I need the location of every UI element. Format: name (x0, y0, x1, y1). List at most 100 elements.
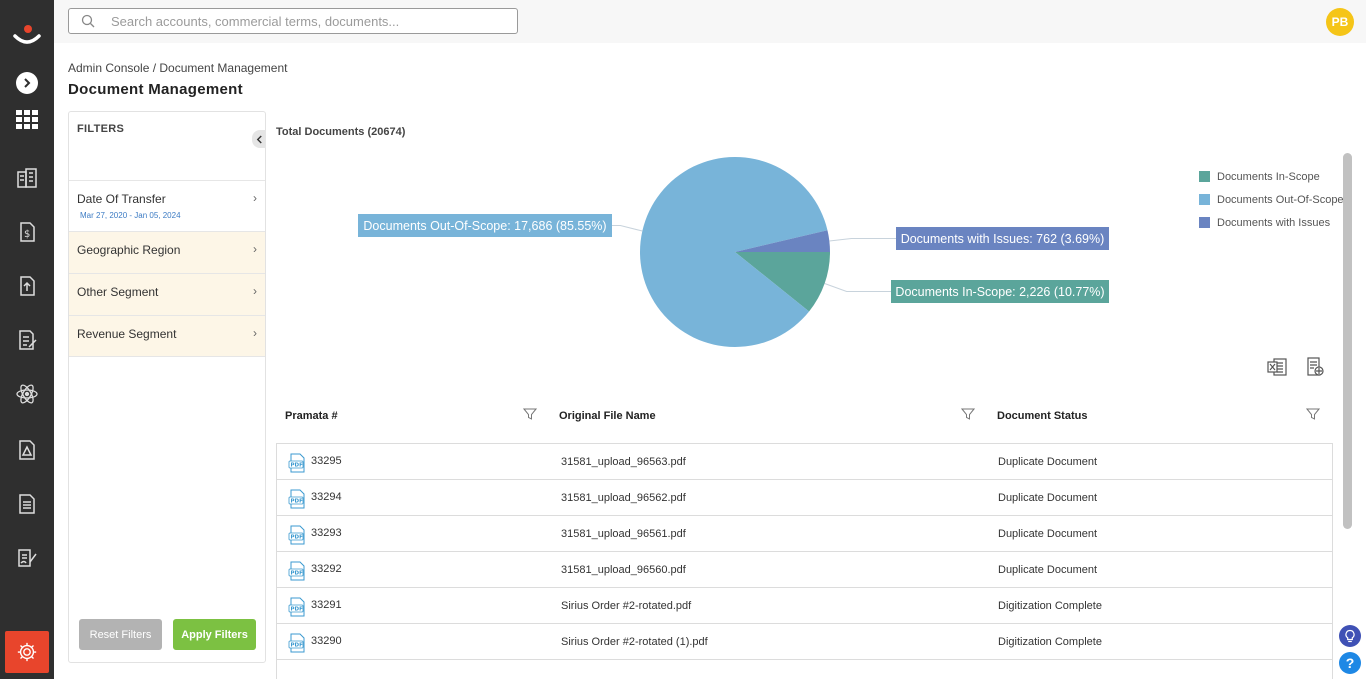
app-logo-icon[interactable] (11, 24, 43, 46)
legend-item-issues[interactable]: Documents with Issues (1199, 211, 1344, 234)
pdf-file-icon: PDF (288, 597, 305, 617)
filter-label: Revenue Segment (77, 327, 177, 341)
column-header-file-name[interactable]: Original File Name (559, 410, 656, 422)
cell-file-name: 31581_upload_96562.pdf (561, 492, 686, 504)
table-toolbar (1266, 356, 1326, 378)
data-label-box (896, 227, 1109, 250)
sign-document-icon[interactable] (13, 544, 41, 572)
cell-pramata-id[interactable]: 33294 (311, 491, 342, 503)
filter-other-segment[interactable]: Other Segment › (69, 273, 265, 315)
apps-grid-icon[interactable] (13, 106, 41, 134)
filter-label: Geographic Region (77, 243, 181, 257)
table-row[interactable]: PDF 33292 31581_upload_96560.pdf Duplica… (277, 552, 1332, 588)
legend-label: Documents Out-Of-Scope (1217, 193, 1344, 206)
documents-pie-chart: Documents In-Scope: 2,226 (10.77%) Docume… (358, 156, 1109, 347)
search-icon (81, 14, 95, 28)
admin-settings-icon[interactable] (5, 631, 49, 673)
lightbulb-icon[interactable] (1339, 625, 1361, 647)
table-row[interactable]: PDF 33295 31581_upload_96563.pdf Duplica… (277, 444, 1332, 480)
filter-geographic-region[interactable]: Geographic Region › (69, 231, 265, 273)
pie-slice-documents-out-of-scope[interactable] (640, 156, 828, 347)
filter-label: Other Segment (77, 285, 159, 299)
legend-label: Documents with Issues (1217, 216, 1331, 229)
legend-swatch (1199, 217, 1210, 228)
chevron-right-icon: › (253, 191, 257, 205)
filter-revenue-segment[interactable]: Revenue Segment › (69, 315, 265, 357)
left-rail: $ (0, 0, 54, 679)
svg-text:PDF: PDF (291, 571, 304, 577)
filters-title: FILTERS (77, 123, 125, 135)
cell-pramata-id[interactable]: 33291 (311, 599, 342, 611)
help-icon[interactable]: ? (1339, 652, 1361, 674)
table-row[interactable]: PDF 33293 31581_upload_96561.pdf Duplica… (277, 516, 1332, 552)
filter-label: Date Of Transfer (77, 192, 166, 206)
pie-slice-documents-in-scope[interactable] (735, 252, 830, 312)
report-document-icon[interactable] (13, 490, 41, 518)
cell-pramata-id[interactable]: 33295 (311, 455, 342, 467)
collapse-filters-icon[interactable] (252, 130, 266, 148)
cell-pramata-id[interactable]: 33293 (311, 527, 342, 539)
contract-dollar-icon[interactable]: $ (13, 218, 41, 246)
pdf-file-icon: PDF (288, 525, 305, 545)
label-leader-line (612, 225, 643, 232)
table-header: Pramata # Original File Name Document St… (276, 400, 1333, 430)
user-avatar[interactable]: PB (1326, 8, 1354, 36)
top-bar: PB (54, 0, 1366, 43)
column-header-document-status[interactable]: Document Status (997, 410, 1088, 422)
filter-funnel-icon[interactable] (523, 407, 537, 421)
vertical-scrollbar[interactable] (1343, 153, 1352, 529)
search-box (68, 8, 518, 34)
cell-document-status: Duplicate Document (998, 456, 1098, 468)
cell-document-status: Duplicate Document (998, 564, 1098, 576)
filter-date-of-transfer[interactable]: Date Of Transfer › Mar 27, 2020 - Jan 05… (69, 180, 265, 230)
cell-file-name: 31581_upload_96563.pdf (561, 456, 686, 468)
search-input[interactable] (111, 12, 511, 30)
svg-text:PDF: PDF (291, 463, 304, 469)
upload-document-icon[interactable] (13, 272, 41, 300)
buildings-icon[interactable] (13, 164, 41, 192)
chart-title: Total Documents (20674) (276, 126, 406, 138)
pdf-file-icon: PDF (288, 561, 305, 581)
legend-swatch (1199, 194, 1210, 205)
data-label: Documents In-Scope: 2,226 (10.77%) (895, 285, 1104, 299)
cell-document-status: Duplicate Document (998, 528, 1098, 540)
pdf-file-icon: PDF (288, 633, 305, 653)
svg-text:PDF: PDF (291, 535, 304, 541)
reset-filters-button[interactable]: Reset Filters (79, 619, 162, 650)
table-row[interactable]: PDF 33290 Sirius Order #2-rotated (1).pd… (277, 624, 1332, 660)
table-row[interactable]: PDF 33291 Sirius Order #2-rotated.pdf Di… (277, 588, 1332, 624)
pdf-file-icon: PDF (288, 453, 305, 473)
cell-file-name: 31581_upload_96560.pdf (561, 564, 686, 576)
alert-document-icon[interactable] (13, 436, 41, 464)
legend-item-in-scope[interactable]: Documents In-Scope (1199, 165, 1344, 188)
chart-legend: Documents In-Scope Documents Out-Of-Scop… (1199, 165, 1344, 234)
cell-pramata-id[interactable]: 33290 (311, 635, 342, 647)
apply-filters-button[interactable]: Apply Filters (173, 619, 256, 650)
pie-slice-documents-with-issues[interactable] (735, 230, 830, 252)
cell-file-name: Sirius Order #2-rotated (1).pdf (561, 636, 708, 648)
expand-nav-icon[interactable] (16, 72, 38, 94)
legend-item-out-of-scope[interactable]: Documents Out-Of-Scope (1199, 188, 1344, 211)
column-settings-icon[interactable] (1304, 356, 1326, 378)
export-excel-icon[interactable] (1266, 356, 1288, 378)
filter-funnel-icon[interactable] (1306, 407, 1320, 421)
breadcrumb: Admin Console / Document Management (68, 61, 288, 75)
svg-text:PDF: PDF (291, 499, 304, 505)
table-row[interactable]: PDF 33294 31581_upload_96562.pdf Duplica… (277, 480, 1332, 516)
edit-document-icon[interactable] (13, 326, 41, 354)
page-title: Document Management (68, 81, 243, 98)
chevron-right-icon: › (253, 326, 257, 340)
cell-document-status: Digitization Complete (998, 600, 1102, 612)
atom-icon[interactable] (13, 380, 41, 408)
label-leader-line (824, 283, 891, 292)
filters-panel: FILTERS Date Of Transfer › Mar 27, 2020 … (68, 111, 266, 663)
cell-document-status: Duplicate Document (998, 492, 1098, 504)
column-header-pramata[interactable]: Pramata # (285, 410, 338, 422)
cell-file-name: 31581_upload_96561.pdf (561, 528, 686, 540)
cell-file-name: Sirius Order #2-rotated.pdf (561, 600, 692, 612)
svg-text:PDF: PDF (291, 607, 304, 613)
legend-label: Documents In-Scope (1217, 170, 1320, 183)
filter-funnel-icon[interactable] (961, 407, 975, 421)
cell-pramata-id[interactable]: 33292 (311, 563, 342, 575)
label-leader-line (829, 238, 896, 242)
